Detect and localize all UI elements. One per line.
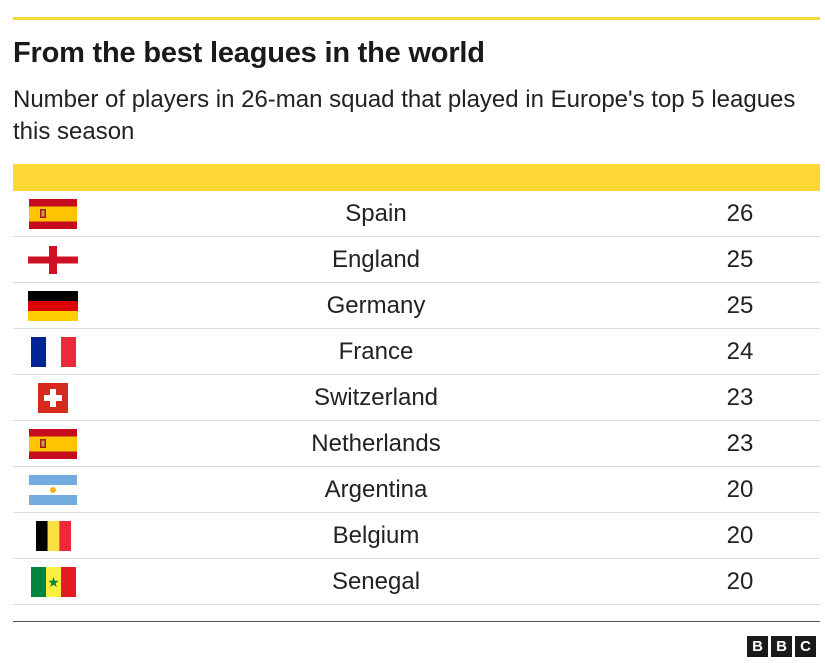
chart-subtitle: Number of players in 26-man squad that p… [13, 86, 796, 145]
bbc-logo: B B C [747, 636, 816, 657]
belgium-flag-icon [35, 520, 71, 551]
table-row: France 24 [13, 329, 820, 375]
country-name: Germany [326, 292, 426, 319]
player-count: 23 [726, 430, 754, 457]
country-name: Belgium [332, 522, 420, 549]
table-row: Spain 26 [13, 191, 820, 237]
bbc-logo-letter: C [795, 636, 816, 657]
top-accent-rule [13, 17, 820, 20]
senegal-flag-icon [30, 566, 76, 597]
table-row: Belgium 20 [13, 513, 820, 559]
table-header-band [13, 164, 820, 191]
table-row: Argentina 20 [13, 467, 820, 513]
spain-flag-icon [29, 198, 77, 229]
germany-flag-icon [28, 290, 78, 321]
player-count: 25 [726, 292, 754, 319]
table-body: Spain 26 England 25 Germany 25 France 24 Switzer… [13, 191, 820, 605]
table-row: Senegal 20 [13, 559, 820, 605]
footer-rule [13, 621, 820, 622]
argentina-flag-icon [29, 474, 77, 505]
player-count: 23 [726, 384, 754, 411]
france-flag-icon [30, 336, 76, 367]
player-count: 20 [726, 568, 754, 595]
spain-flag-icon [29, 428, 77, 459]
chart-title: From the best leagues in the world [13, 37, 485, 69]
table-row: Germany 25 [13, 283, 820, 329]
table-row: Switzerland 23 [13, 375, 820, 421]
country-name: France [338, 338, 414, 365]
player-count: 25 [726, 246, 754, 273]
player-count: 20 [726, 522, 754, 549]
country-name: Senegal [331, 568, 421, 595]
country-name: Spain [345, 200, 407, 227]
england-flag-icon [28, 245, 78, 274]
switzerland-flag-icon [38, 382, 68, 413]
country-name: Netherlands [311, 430, 441, 457]
country-name: England [331, 246, 421, 273]
player-count: 20 [726, 476, 754, 503]
bbc-logo-letter: B [771, 636, 792, 657]
player-count: 26 [726, 200, 754, 227]
bbc-logo-letter: B [747, 636, 768, 657]
country-name: Argentina [324, 476, 428, 503]
country-name: Switzerland [313, 384, 439, 411]
table-row: Netherlands 23 [13, 421, 820, 467]
player-count: 24 [726, 338, 754, 365]
data-table: Spain 26 England 25 Germany 25 France 24 Switzer… [13, 164, 820, 605]
table-row: England 25 [13, 237, 820, 283]
